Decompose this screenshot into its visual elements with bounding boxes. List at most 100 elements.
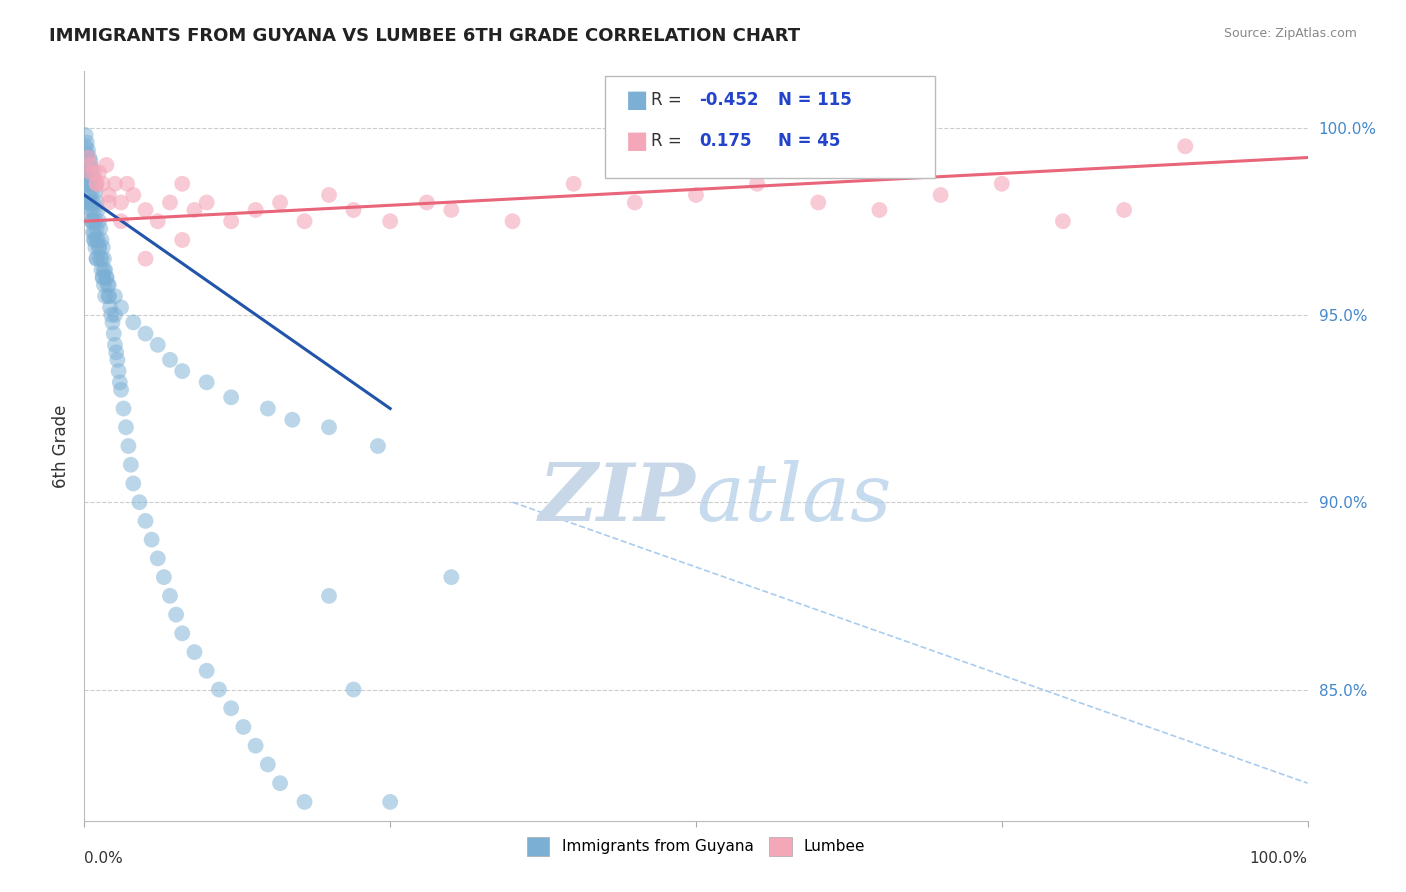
- Point: [685, 188, 707, 202]
- Point: [97, 289, 120, 303]
- Text: atlas: atlas: [696, 459, 891, 537]
- Point: [100, 308, 122, 322]
- Point: [93, 252, 115, 266]
- Point: [342, 202, 364, 217]
- Point: [97, 277, 120, 292]
- Point: [135, 202, 157, 217]
- Point: [77, 195, 100, 210]
- Point: [82, 195, 104, 210]
- Point: [76, 177, 98, 191]
- Point: [135, 252, 157, 266]
- Point: [104, 308, 127, 322]
- Point: [146, 551, 169, 566]
- Point: [96, 158, 118, 172]
- Point: [97, 277, 120, 292]
- Point: [104, 177, 127, 191]
- Point: [75, 128, 97, 142]
- Point: [502, 214, 524, 228]
- Text: R =: R =: [651, 91, 688, 109]
- Text: ■: ■: [626, 129, 648, 153]
- Point: [122, 476, 145, 491]
- Point: [86, 177, 108, 191]
- Point: [172, 177, 194, 191]
- Point: [195, 195, 218, 210]
- Point: [120, 458, 142, 472]
- Text: R =: R =: [651, 132, 688, 150]
- Point: [97, 188, 120, 202]
- Point: [416, 195, 439, 210]
- Point: [747, 177, 769, 191]
- Point: [91, 270, 114, 285]
- Point: [80, 161, 103, 176]
- Point: [90, 263, 112, 277]
- Point: [104, 338, 127, 352]
- Point: [112, 401, 135, 416]
- Point: [269, 776, 291, 790]
- Point: [90, 252, 112, 266]
- Point: [108, 376, 131, 390]
- Point: [89, 221, 111, 235]
- Point: [122, 188, 145, 202]
- Point: [79, 195, 101, 210]
- Point: [117, 439, 139, 453]
- Point: [929, 188, 952, 202]
- Point: [281, 413, 304, 427]
- Text: -0.452: -0.452: [699, 91, 758, 109]
- Point: [219, 214, 242, 228]
- Point: [367, 439, 389, 453]
- Point: [107, 364, 129, 378]
- Point: [80, 202, 103, 217]
- Point: [97, 195, 120, 210]
- Point: [77, 165, 100, 179]
- Text: N = 115: N = 115: [778, 91, 851, 109]
- Point: [245, 739, 267, 753]
- Point: [94, 289, 117, 303]
- Point: [83, 233, 105, 247]
- Text: 100.0%: 100.0%: [1250, 851, 1308, 865]
- Point: [77, 195, 100, 210]
- Text: IMMIGRANTS FROM GUYANA VS LUMBEE 6TH GRADE CORRELATION CHART: IMMIGRANTS FROM GUYANA VS LUMBEE 6TH GRA…: [49, 27, 800, 45]
- Point: [257, 401, 280, 416]
- Point: [110, 301, 132, 315]
- Point: [122, 315, 145, 329]
- Point: [96, 270, 118, 285]
- Point: [76, 136, 98, 150]
- Point: [76, 146, 98, 161]
- Point: [82, 226, 104, 240]
- Point: [90, 233, 112, 247]
- Point: [232, 720, 254, 734]
- Point: [105, 345, 128, 359]
- Point: [195, 664, 218, 678]
- Point: [86, 195, 108, 210]
- Point: [562, 177, 585, 191]
- Point: [80, 184, 103, 198]
- Point: [110, 214, 132, 228]
- Point: [77, 177, 100, 191]
- Point: [83, 165, 105, 179]
- Point: [807, 195, 830, 210]
- Point: [269, 195, 291, 210]
- Point: [93, 263, 115, 277]
- Point: [159, 589, 181, 603]
- Point: [79, 158, 101, 172]
- Point: [77, 151, 100, 165]
- Point: [83, 226, 105, 240]
- Point: [79, 202, 101, 217]
- Point: [84, 240, 107, 254]
- Point: [86, 252, 108, 266]
- Point: [172, 626, 194, 640]
- Text: ZIP: ZIP: [538, 459, 696, 537]
- Point: [87, 214, 110, 228]
- Point: [208, 682, 231, 697]
- Point: [103, 326, 125, 341]
- Point: [101, 315, 124, 329]
- Point: [86, 177, 108, 191]
- Point: [165, 607, 187, 622]
- Point: [91, 270, 114, 285]
- Point: [91, 240, 114, 254]
- Point: [87, 165, 110, 179]
- Point: [1114, 202, 1136, 217]
- Point: [105, 352, 128, 367]
- Point: [183, 645, 205, 659]
- Point: [146, 338, 169, 352]
